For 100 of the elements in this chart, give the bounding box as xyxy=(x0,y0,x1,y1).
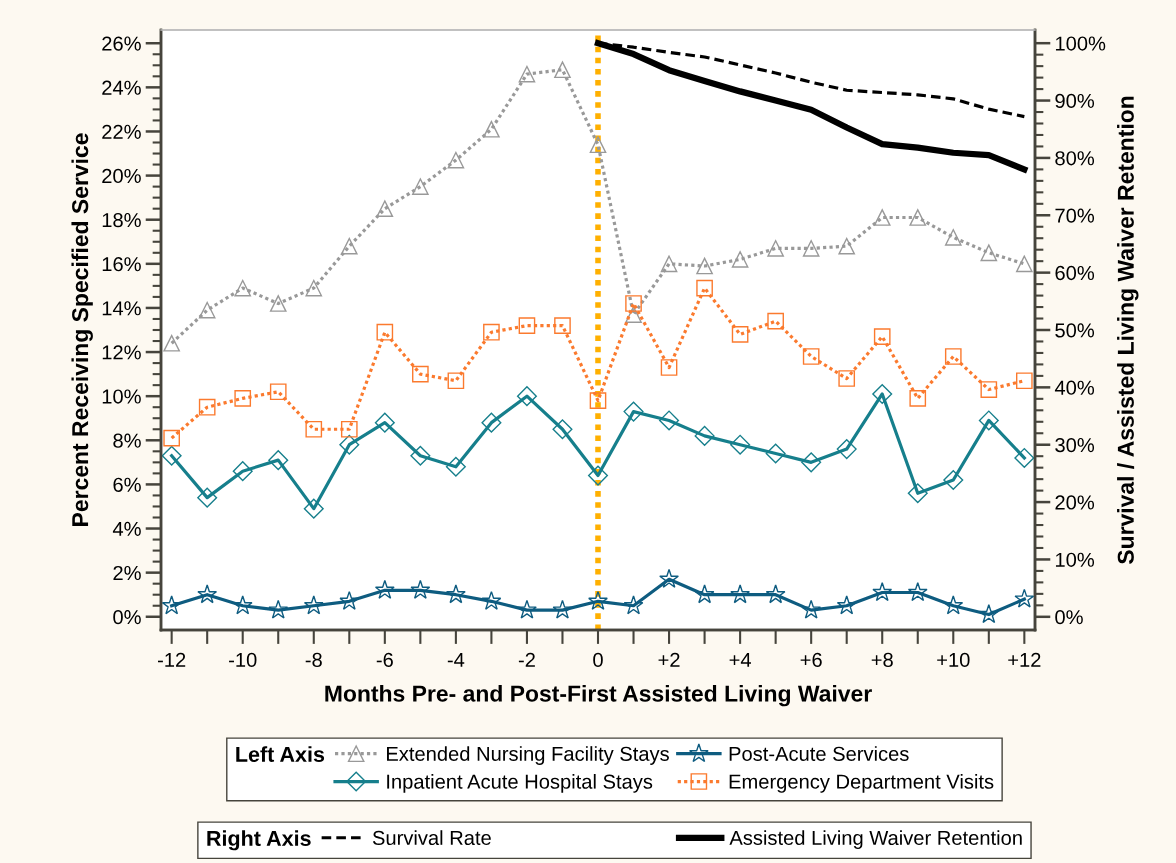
y2-tick-label: 40% xyxy=(1054,380,1095,395)
x-tick-label: +6 xyxy=(800,652,822,668)
x-tick-label: -2 xyxy=(518,652,535,667)
point xyxy=(694,584,715,604)
y-tick-label: 8% xyxy=(113,433,141,448)
x-tick-label: +2 xyxy=(658,652,680,667)
y2-tick-label: 60% xyxy=(1055,265,1095,281)
x-tick-label: +8 xyxy=(871,652,893,668)
point xyxy=(943,469,964,491)
point xyxy=(765,584,786,604)
x-tick-label: -10 xyxy=(229,652,257,668)
y-tick-label: 26% xyxy=(102,36,141,51)
point xyxy=(767,240,784,257)
point xyxy=(268,450,289,471)
point xyxy=(339,590,360,610)
point xyxy=(161,595,182,615)
point xyxy=(1014,588,1035,608)
point xyxy=(730,434,751,455)
point xyxy=(943,595,964,615)
point xyxy=(481,590,502,610)
y-tick-label: 22% xyxy=(102,124,141,139)
point xyxy=(767,312,784,330)
y2-tick-label: 10% xyxy=(1055,552,1095,567)
y-tick-label: 12% xyxy=(102,345,141,360)
legend-label: Survival Rate xyxy=(372,830,491,845)
x-tick-label: +4 xyxy=(729,652,751,667)
y-tick-label: 4% xyxy=(112,521,141,536)
y2-tick-label: 80% xyxy=(1055,151,1095,166)
point xyxy=(483,120,500,138)
x-axis-title: Months Pre- and Post-First Assisted Living Waiver xyxy=(325,684,872,707)
x-tick-label: 0 xyxy=(593,652,603,668)
y-axis-title: Percent Receiving Specified Service xyxy=(71,133,93,526)
point xyxy=(731,251,749,268)
point xyxy=(659,568,679,588)
point xyxy=(374,412,395,433)
point xyxy=(765,443,786,464)
point xyxy=(872,383,893,404)
point xyxy=(269,383,287,401)
point xyxy=(447,151,465,169)
point xyxy=(660,359,678,376)
text: Right Axis xyxy=(207,830,311,851)
x-tick-label: -6 xyxy=(376,652,393,668)
point xyxy=(696,279,713,297)
point xyxy=(980,381,998,398)
point xyxy=(198,301,216,319)
point xyxy=(163,429,180,447)
x-tick-label: -4 xyxy=(447,652,465,667)
point xyxy=(232,595,253,615)
point xyxy=(909,209,927,226)
point xyxy=(303,498,324,519)
x-tick-label: +10 xyxy=(937,652,970,668)
point xyxy=(838,370,856,387)
point xyxy=(483,323,500,341)
point xyxy=(554,317,571,334)
y-tick-label: 16% xyxy=(102,257,141,272)
y-tick-label: 20% xyxy=(102,168,141,184)
point xyxy=(1016,255,1033,273)
point xyxy=(659,410,680,431)
y2-tick-label: 100% xyxy=(1055,36,1106,51)
point xyxy=(412,178,429,195)
point xyxy=(445,456,466,477)
point xyxy=(802,240,820,257)
point xyxy=(980,244,998,262)
y-tick-label: 18% xyxy=(102,212,141,228)
point xyxy=(410,579,431,599)
legend-label: Inpatient Acute Hospital Stays xyxy=(387,773,653,793)
point xyxy=(161,445,182,466)
point xyxy=(516,386,537,407)
point xyxy=(518,317,536,334)
point xyxy=(801,452,822,473)
point xyxy=(836,595,857,615)
point xyxy=(517,599,537,619)
point xyxy=(554,61,571,79)
y2-axis-title: Survival / Assisted Living Waiver Retention xyxy=(1117,96,1139,565)
point xyxy=(907,483,928,504)
point xyxy=(163,334,180,352)
point xyxy=(978,410,999,431)
point xyxy=(907,582,928,602)
point xyxy=(978,604,999,624)
point xyxy=(944,348,962,365)
point xyxy=(872,582,893,602)
x-tick-label: +12 xyxy=(1008,652,1041,667)
point xyxy=(660,255,678,273)
point xyxy=(873,209,891,226)
y-tick-label: 6% xyxy=(113,477,141,492)
y2-tick-label: 50% xyxy=(1055,323,1095,338)
point xyxy=(909,390,927,407)
legend-label: Extended Nursing Facility Stays xyxy=(387,746,669,765)
point xyxy=(625,295,642,312)
y2-tick-label: 90% xyxy=(1055,93,1095,109)
point xyxy=(623,595,644,615)
y2-tick-label: 20% xyxy=(1055,495,1095,510)
point xyxy=(445,584,466,604)
legend-label: Emergency Department Visits xyxy=(729,773,994,793)
point xyxy=(944,229,962,246)
point xyxy=(696,257,713,275)
x-tick-label: -8 xyxy=(305,652,322,668)
point xyxy=(589,136,607,154)
point xyxy=(232,461,253,482)
point xyxy=(836,439,857,460)
